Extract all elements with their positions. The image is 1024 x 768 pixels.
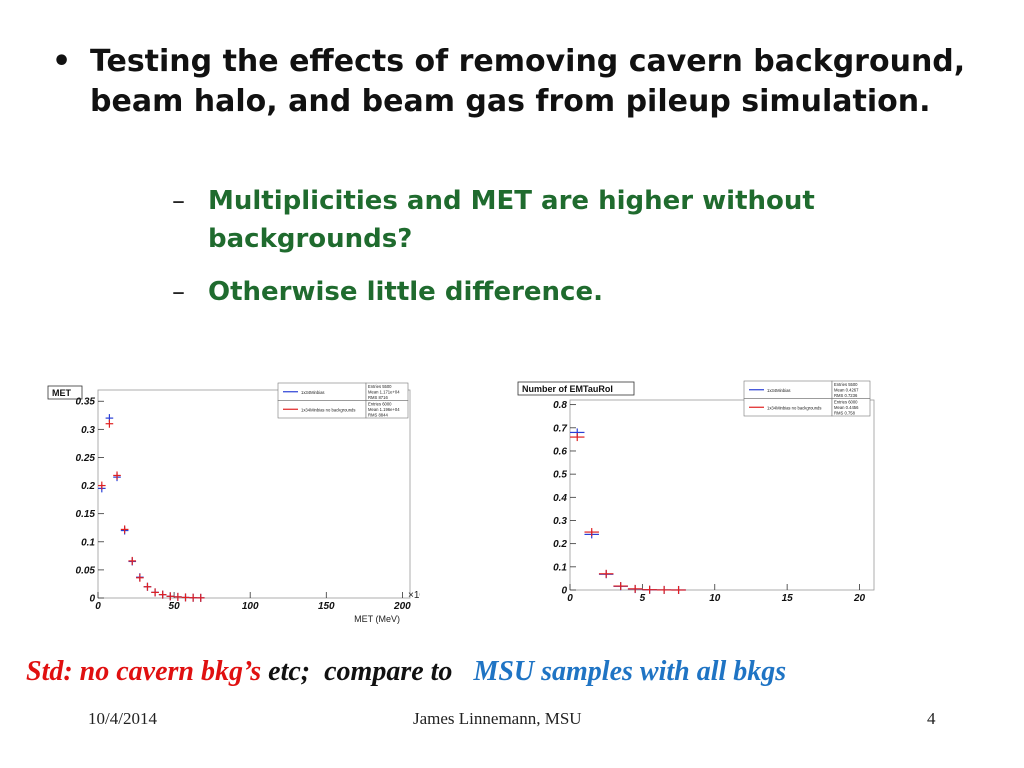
legend-label: 1x34Minbias no backgrounds (301, 407, 355, 412)
stats-line: Mean 1.171e+04 (368, 390, 400, 395)
x-tick-label: 0 (95, 601, 101, 612)
x-tick-label: 20 (853, 593, 866, 604)
y-tick-label: 0.25 (76, 453, 96, 464)
footer-date: 10/4/2014 (88, 709, 157, 728)
stats-line: Entries 6000 (834, 400, 858, 405)
y-tick-label: 0.35 (76, 397, 96, 408)
sub-bullet-text: Otherwise little difference. (208, 277, 603, 307)
plot-frame (569, 399, 875, 591)
stats-line: RMS 0.758 (834, 411, 856, 416)
caption-std: Std: no cavern bkg’s (26, 656, 262, 687)
y-tick-label: 0.15 (76, 509, 96, 520)
stats-line: RMS 8844 (368, 413, 388, 418)
y-tick-label: 0.3 (553, 516, 567, 527)
plot-frame (97, 389, 411, 599)
y-tick-label: 0.2 (553, 539, 567, 550)
legend-label: 1x34Minbias no backgrounds (767, 405, 821, 410)
x-tick-label: 10 (709, 593, 721, 604)
emtauroi-histogram: Number of EMTauRoI 0 0.1 0.2 0.3 0.4 0.5 0.6 0.7… (517, 380, 875, 604)
stats-line: Mean 0.4456 (834, 405, 859, 410)
x-tick-label: 15 (782, 593, 794, 604)
x-axis-label: MET (MeV) (354, 614, 400, 624)
footer-author: James Linnemann, MSU (413, 709, 582, 728)
stats-line: Entries 6000 (368, 402, 392, 407)
y-tick-label: 0.4 (553, 493, 567, 504)
y-tick-label: 0.7 (553, 423, 567, 434)
stats-line: Entries 5500 (368, 384, 392, 389)
x-tick-label: 100 (242, 601, 259, 612)
caption: Std: no cavern bkg’s etc; compare to MSU… (26, 656, 786, 688)
y-tick-label: 0.6 (553, 446, 567, 457)
bullet-dot-icon: • (52, 44, 72, 79)
y-tick-label: 0.3 (81, 425, 95, 436)
caption-msu: MSU samples with all bkgs (473, 656, 787, 687)
caption-compare: etc; compare to (261, 656, 474, 687)
chart-title: MET (52, 388, 72, 398)
x-tick-label: 200 (393, 601, 411, 612)
y-tick-label: 0.2 (81, 481, 95, 492)
stats-line: RMS 8716 (368, 395, 388, 400)
stats-line: RMS 0.7236 (834, 393, 858, 398)
stats-line: Mean 0.4267 (834, 388, 859, 393)
x-tick-label: 150 (318, 601, 335, 612)
stats-box (831, 398, 871, 417)
met-histogram: MET 0 0.05 0.1 0.15 0.2 0.25 0.3 0.35 0 50 100 150 20… (47, 382, 420, 624)
x-tick-label: 0 (567, 593, 573, 604)
dash-icon: – (172, 277, 185, 307)
legend-label: 1x34Minbias (767, 388, 791, 393)
y-tick-label: 0.1 (553, 562, 567, 573)
y-tick-label: 0.05 (76, 565, 96, 576)
chart-title-box (47, 385, 83, 400)
x-exponent-label: ×10 (408, 590, 420, 601)
y-tick-label: 0.5 (553, 470, 567, 481)
main-bullet-text: Testing the effects of removing cavern b… (90, 44, 966, 119)
dash-icon: – (172, 186, 185, 216)
y-tick-label: 0 (89, 594, 95, 605)
x-tick-label: 50 (169, 601, 181, 612)
stats-line: Mean 1.196e+04 (368, 407, 400, 412)
chart-title-box (517, 381, 635, 396)
footer-page-number: 4 (927, 709, 936, 728)
x-tick-label: 5 (640, 593, 646, 604)
legend-label: 1x34Minbias (301, 390, 325, 395)
y-tick-label: 0.1 (81, 537, 95, 548)
y-tick-label: 0 (561, 586, 567, 597)
chart-title: Number of EMTauRoI (522, 384, 613, 394)
sub-bullet-text: Multiplicities and MET are higher withou… (208, 186, 815, 254)
stats-line: Entries 5500 (834, 382, 858, 387)
y-tick-label: 0.8 (553, 400, 567, 411)
stats-box (365, 400, 409, 419)
